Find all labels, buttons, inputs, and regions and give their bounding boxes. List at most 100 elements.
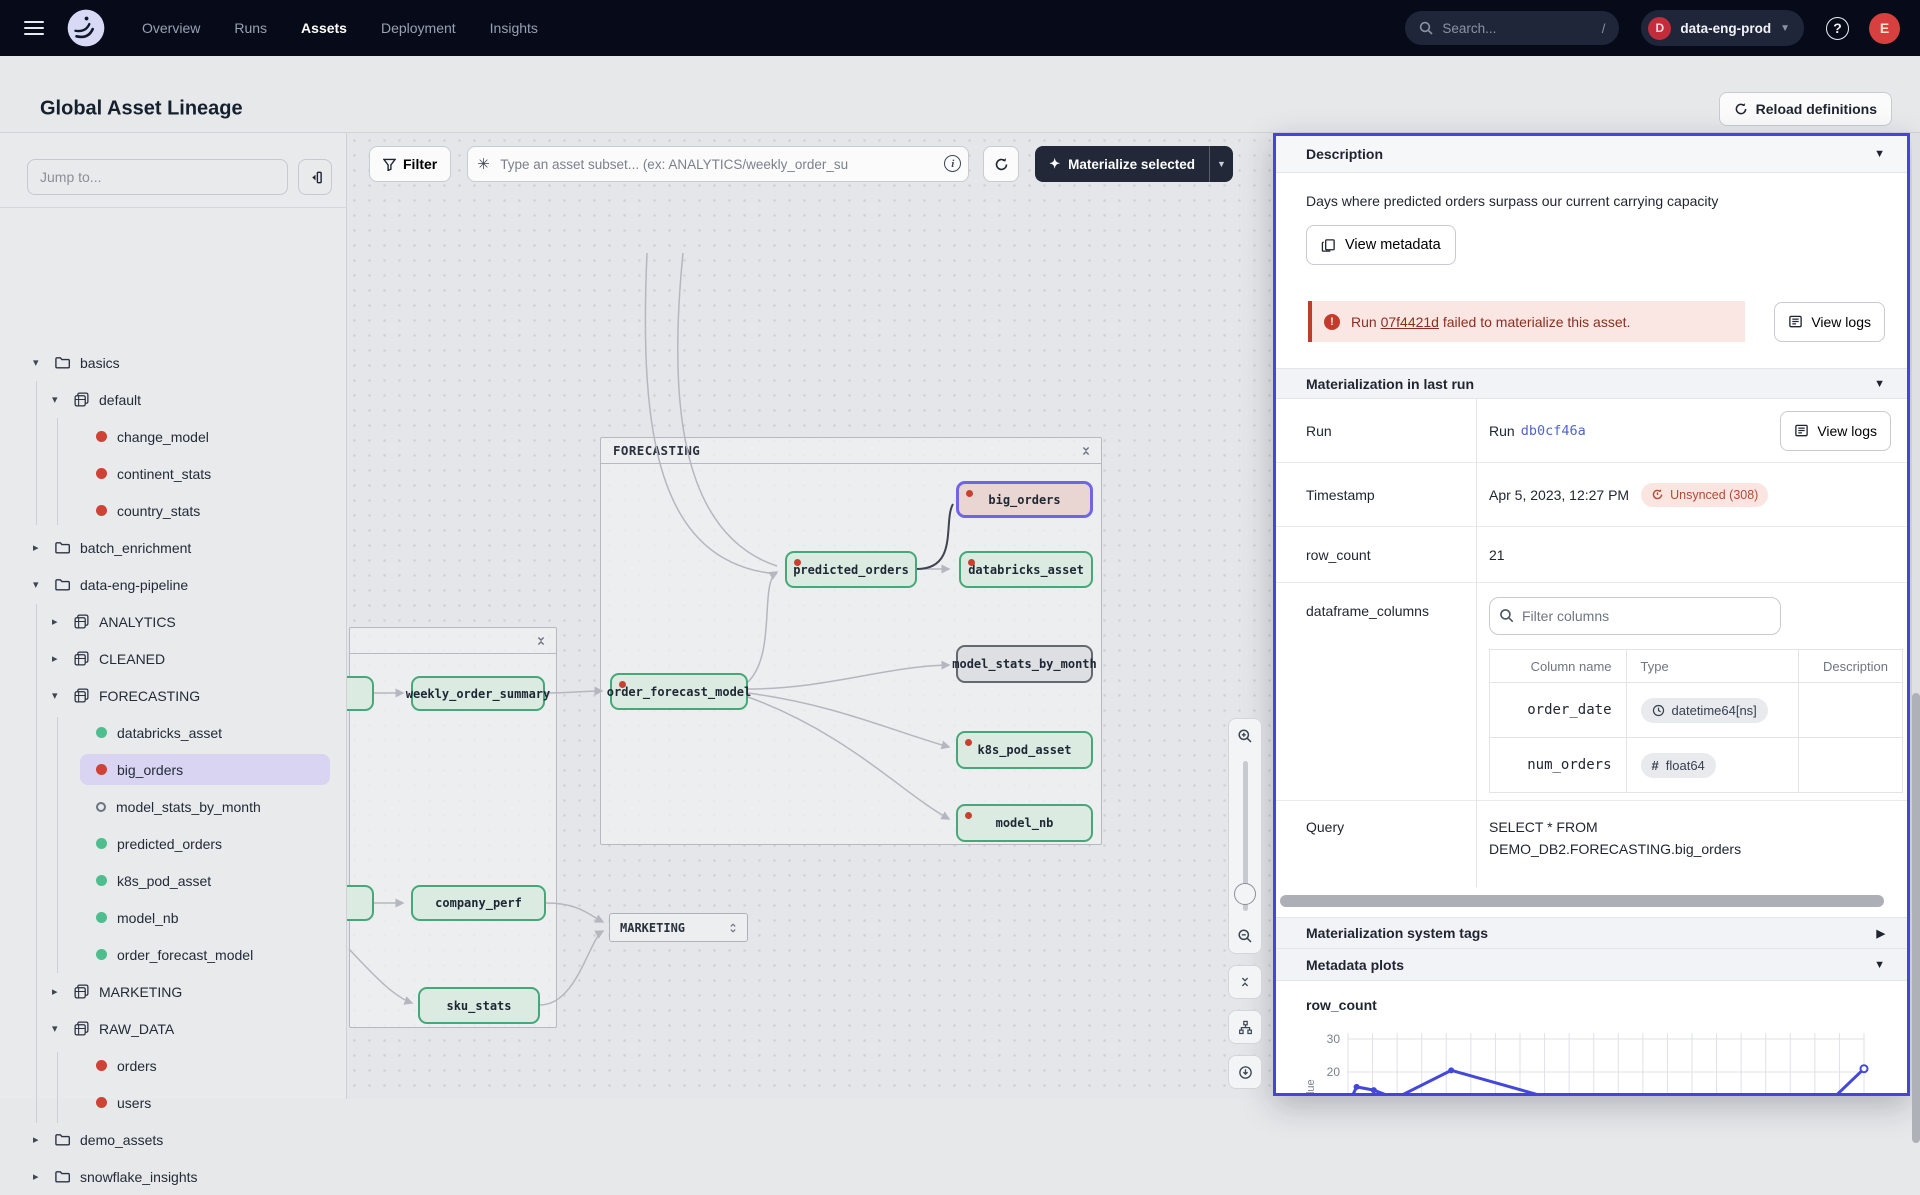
sidebar-item-basics[interactable]: ▾basics [0,344,346,381]
sidebar-item-demo_assets[interactable]: ▸demo_assets [0,1121,346,1158]
hamburger-menu-icon[interactable] [24,21,44,35]
nav-item-deployment[interactable]: Deployment [381,20,456,36]
deployment-switcher[interactable]: D data-eng-prod ▼ [1641,10,1804,46]
sidebar-item-orders[interactable]: orders [0,1047,346,1084]
page-scrollbar-track[interactable] [1912,133,1920,1099]
sidebar-item-databricks_asset[interactable]: databricks_asset [0,714,346,751]
asset-node-big_orders[interactable]: big_orders [956,481,1093,518]
failed-run-link[interactable]: 07f4421d [1381,314,1439,330]
chevron-right-icon[interactable]: ▸ [52,615,64,628]
asset-node-predicted_orders[interactable]: predicted_orders [785,551,917,588]
chevron-down-icon[interactable]: ▾ [52,689,64,702]
zoom-out-button[interactable] [1229,919,1261,953]
sidebar-item-cleaned[interactable]: ▸CLEANED [0,640,346,677]
avatar[interactable]: E [1869,13,1900,44]
nav-item-assets[interactable]: Assets [301,20,347,36]
section-materialization-last-run[interactable]: Materialization in last run ▼ [1276,368,1907,399]
asset-node-order_forecast_model[interactable]: order_forecast_model [610,673,748,710]
recenter-button[interactable] [1228,1055,1262,1089]
chevron-down-icon[interactable]: ▾ [52,1022,64,1035]
asset-node-model_stats_by_month[interactable]: model_stats_by_month [956,645,1093,683]
lineage-graph-canvas[interactable]: FORECASTING weekly_order [347,133,1273,1099]
chevron-right-icon[interactable]: ▸ [52,985,64,998]
sidebar-item-analytics[interactable]: ▸ANALYTICS [0,603,346,640]
asset-node-company_perf[interactable]: company_perf [411,885,546,921]
search-input[interactable] [1442,21,1572,36]
run-id-link[interactable]: db0cf46a [1521,423,1586,439]
sidebar-item-k8s_pod_asset[interactable]: k8s_pod_asset [0,862,346,899]
view-metadata-button[interactable]: View metadata [1306,225,1456,265]
sidebar-item-marketing[interactable]: ▸MARKETING [0,973,346,1010]
asset-node-weekly_order_summary[interactable]: weekly_order_summary [411,676,545,711]
asset-node-model_nb[interactable]: model_nb [956,804,1093,842]
sidebar-item-change_model[interactable]: change_model [0,418,346,455]
clock-icon [1652,704,1665,717]
sidebar-item-continent_stats[interactable]: continent_stats [0,455,346,492]
materialize-dropdown-caret[interactable]: ▼ [1209,146,1233,182]
asset-node-sku_stats[interactable]: sku_stats [418,987,540,1024]
nav-item-insights[interactable]: Insights [490,20,538,36]
sparkle-icon: ✦ [1049,156,1060,172]
sidebar-item-model_stats_by_month[interactable]: model_stats_by_month [0,788,346,825]
sidebar-item-data-eng-pipeline[interactable]: ▾data-eng-pipeline [0,566,346,603]
group-collapsed-marketing[interactable]: MARKETING [609,913,748,942]
collapse-group-icon[interactable] [534,634,548,648]
status-dot-green [96,949,107,960]
asset-node-k8s_pod_asset[interactable]: k8s_pod_asset [956,731,1093,769]
zoom-slider-handle[interactable] [1234,883,1256,905]
asset-subset-input[interactable] [467,146,969,182]
status-dot-red [96,764,107,775]
sidebar-item-forecasting[interactable]: ▾FORECASTING [0,677,346,714]
nav-item-runs[interactable]: Runs [234,20,267,36]
chevron-right-icon[interactable]: ▸ [33,1170,45,1183]
section-description[interactable]: Description ▼ [1276,136,1907,173]
jump-to-input[interactable] [27,159,288,195]
collapse-sidebar-button[interactable] [298,159,332,195]
sidebar-item-country_stats[interactable]: country_stats [0,492,346,529]
chevron-right-icon[interactable]: ▸ [33,541,45,554]
sidebar-item-model_nb[interactable]: model_nb [0,899,346,936]
chevron-right-icon[interactable]: ▸ [33,1133,45,1146]
zoom-in-button[interactable] [1229,719,1261,753]
view-logs-button[interactable]: View logs [1774,302,1885,342]
zoom-slider[interactable] [1229,753,1261,919]
sidebar-item-default[interactable]: ▾default [0,381,346,418]
sidebar-item-snowflake_insights[interactable]: ▸snowflake_insights [0,1158,346,1195]
section-system-tags[interactable]: Materialization system tags ▶ [1276,917,1907,949]
reload-definitions-button[interactable]: Reload definitions [1719,92,1892,126]
chevron-down-icon[interactable]: ▾ [52,393,64,406]
horizontal-scrollbar[interactable] [1280,895,1884,907]
graph-layout-button[interactable] [1228,1010,1262,1044]
section-metadata-plots[interactable]: Metadata plots ▼ [1276,949,1907,981]
expand-group-icon [727,922,739,934]
graph-toolbar: Filter ✳ i ✦Materialize selected ▼ [347,133,1273,195]
sidebar-item-big_orders[interactable]: big_orders [0,751,346,788]
asset-node-partial[interactable] [347,885,374,921]
sidebar-item-order_forecast_model[interactable]: order_forecast_model [0,936,346,973]
refresh-button[interactable] [983,146,1019,182]
asset-node-databricks_asset[interactable]: databricks_asset [959,551,1093,588]
type-badge: datetime64[ns] [1641,698,1768,723]
sidebar-item-predicted_orders[interactable]: predicted_orders [0,825,346,862]
chevron-down-icon[interactable]: ▾ [33,578,45,591]
sidebar-item-batch_enrichment[interactable]: ▸batch_enrichment [0,529,346,566]
filter-columns-input[interactable] [1489,597,1781,635]
help-icon[interactable]: ? [1826,17,1849,40]
description-text: Days where predicted orders surpass our … [1306,193,1877,209]
chevron-down-icon[interactable]: ▾ [33,356,45,369]
nav-item-overview[interactable]: Overview [142,20,200,36]
chevron-right-icon[interactable]: ▸ [52,652,64,665]
collapse-group-icon[interactable] [1079,444,1093,458]
collapse-all-groups-button[interactable] [1228,965,1262,999]
sidebar-item-raw_data[interactable]: ▾RAW_DATA [0,1010,346,1047]
asset-node-partial[interactable] [347,676,374,711]
global-search[interactable]: / [1405,11,1619,45]
sidebar-item-users[interactable]: users [0,1084,346,1121]
filter-button[interactable]: Filter [369,146,451,182]
materialize-selected-button[interactable]: ✦Materialize selected ▼ [1035,146,1233,182]
unsynced-badge[interactable]: Unsynced (308) [1641,483,1768,507]
dagster-logo-icon[interactable] [66,8,106,48]
asset-tree-sidebar: ▾basics ▾default change_model continent_… [0,133,347,1099]
page-scrollbar-thumb[interactable] [1912,693,1920,1143]
view-logs-button[interactable]: View logs [1780,411,1891,451]
